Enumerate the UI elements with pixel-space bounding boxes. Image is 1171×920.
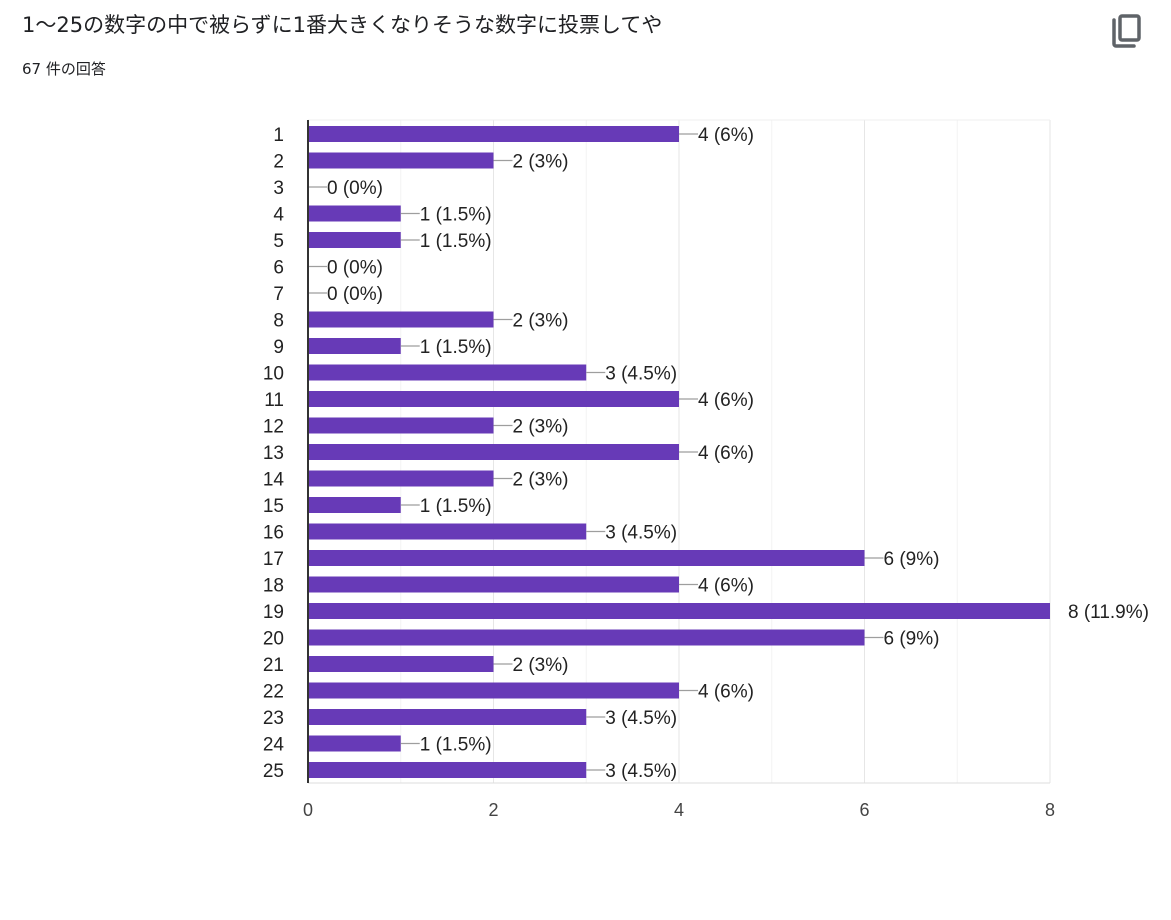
value-label: 1 (1.5%) bbox=[420, 205, 492, 226]
bar bbox=[308, 682, 679, 699]
category-label: 19 bbox=[263, 602, 284, 623]
bar bbox=[308, 364, 587, 381]
copy-icon bbox=[1112, 14, 1141, 48]
category-label: 3 bbox=[273, 178, 284, 199]
category-label: 8 bbox=[273, 311, 284, 332]
x-tick-label: 0 bbox=[303, 800, 313, 820]
bar bbox=[308, 709, 587, 725]
value-label: 2 (3%) bbox=[513, 152, 569, 173]
value-label: 1 (1.5%) bbox=[420, 735, 492, 756]
category-label: 5 bbox=[273, 231, 284, 252]
value-label: 2 (3%) bbox=[513, 470, 569, 491]
value-label: 8 (11.9%) bbox=[1068, 602, 1149, 623]
value-label: 1 (1.5%) bbox=[420, 337, 492, 358]
category-label: 14 bbox=[263, 470, 285, 491]
x-tick-label: 8 bbox=[1045, 800, 1055, 820]
category-label: 18 bbox=[263, 576, 284, 597]
value-label: 4 (6%) bbox=[698, 390, 754, 411]
category-label: 12 bbox=[263, 417, 284, 438]
bar bbox=[308, 629, 865, 646]
bar bbox=[308, 762, 587, 778]
bar bbox=[308, 152, 494, 169]
value-label: 3 (4.5%) bbox=[605, 761, 677, 782]
category-label: 24 bbox=[263, 735, 285, 756]
value-label: 3 (4.5%) bbox=[605, 364, 677, 385]
value-label: 6 (9%) bbox=[884, 549, 940, 570]
value-label: 3 (4.5%) bbox=[605, 523, 677, 544]
x-tick-label: 4 bbox=[674, 800, 684, 820]
copy-chart-button[interactable] bbox=[1104, 10, 1148, 54]
value-label: 0 (0%) bbox=[327, 178, 383, 199]
bar bbox=[308, 338, 401, 354]
x-tick-label: 2 bbox=[488, 800, 498, 820]
response-count: 67 件の回答 bbox=[22, 60, 106, 78]
category-label: 9 bbox=[273, 337, 284, 358]
bar bbox=[308, 126, 679, 142]
category-label: 4 bbox=[273, 205, 284, 226]
value-label: 4 (6%) bbox=[698, 125, 754, 146]
bar bbox=[308, 232, 401, 248]
value-label: 4 (6%) bbox=[698, 443, 754, 464]
value-label: 2 (3%) bbox=[513, 417, 569, 438]
category-label: 16 bbox=[263, 523, 284, 544]
category-label: 22 bbox=[263, 682, 284, 703]
value-label: 1 (1.5%) bbox=[420, 231, 492, 252]
value-label: 3 (4.5%) bbox=[605, 708, 677, 729]
category-label: 23 bbox=[263, 708, 284, 729]
bar bbox=[308, 311, 494, 328]
category-label: 21 bbox=[263, 655, 284, 676]
bar bbox=[308, 656, 494, 672]
bar bbox=[308, 576, 679, 593]
category-label: 1 bbox=[273, 125, 284, 146]
bar bbox=[308, 391, 679, 407]
category-label: 20 bbox=[263, 629, 284, 650]
bar bbox=[308, 497, 401, 513]
category-label: 15 bbox=[263, 496, 284, 517]
category-label: 13 bbox=[263, 443, 284, 464]
value-label: 2 (3%) bbox=[513, 311, 569, 332]
value-label: 1 (1.5%) bbox=[420, 496, 492, 517]
category-label: 17 bbox=[263, 549, 284, 570]
bar bbox=[308, 417, 494, 434]
category-label: 25 bbox=[263, 761, 284, 782]
bar bbox=[308, 603, 1050, 619]
question-title: 1〜25の数字の中で被らずに1番大きくなりそうな数字に投票してや bbox=[22, 13, 663, 37]
value-label: 2 (3%) bbox=[513, 655, 569, 676]
bar bbox=[308, 523, 587, 540]
category-label: 6 bbox=[273, 258, 284, 279]
value-label: 4 (6%) bbox=[698, 576, 754, 597]
category-label: 10 bbox=[263, 364, 284, 385]
value-label: 0 (0%) bbox=[327, 284, 383, 305]
bar bbox=[308, 444, 679, 460]
bar bbox=[308, 205, 401, 222]
value-label: 0 (0%) bbox=[327, 258, 383, 279]
bar bbox=[308, 470, 494, 487]
category-label: 7 bbox=[273, 284, 284, 305]
bar bbox=[308, 550, 865, 566]
x-tick-label: 6 bbox=[859, 800, 869, 820]
category-label: 11 bbox=[264, 390, 284, 411]
category-label: 2 bbox=[273, 152, 284, 173]
bar bbox=[308, 735, 401, 752]
value-label: 6 (9%) bbox=[884, 629, 940, 650]
value-label: 4 (6%) bbox=[698, 682, 754, 703]
